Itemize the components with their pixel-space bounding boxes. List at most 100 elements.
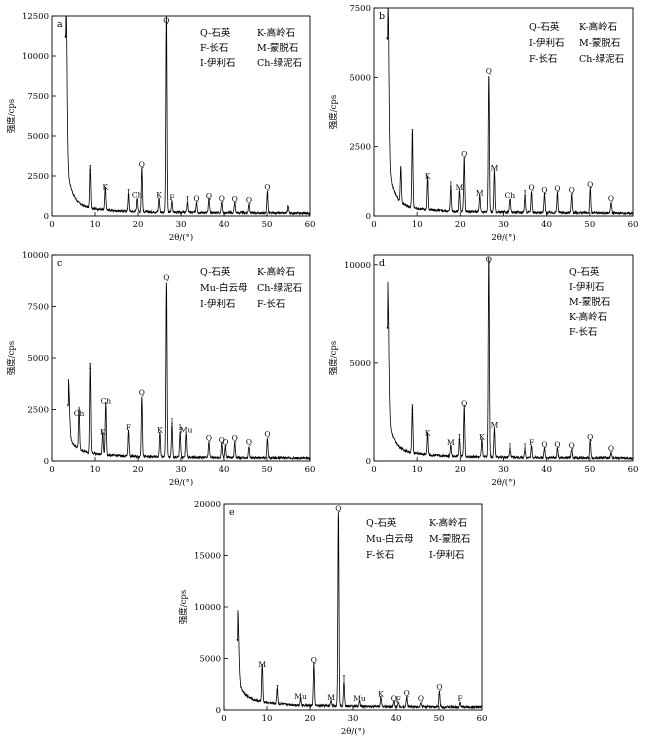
peak-label: Q bbox=[222, 438, 228, 447]
peak-label: Mu bbox=[294, 692, 307, 701]
legend-entry: M-蒙脱石 bbox=[579, 37, 620, 49]
peak-label: M bbox=[491, 421, 499, 430]
y-axis-label: 强度/cps bbox=[6, 341, 17, 375]
legend-entry: Ch-绿泥石 bbox=[257, 282, 302, 294]
x-axis-label: 2θ/(°) bbox=[341, 726, 365, 737]
y-tick-label: 0 bbox=[366, 212, 371, 222]
y-tick-label: 5000 bbox=[349, 359, 371, 369]
peak-label: Q bbox=[246, 195, 252, 204]
legend-entry: K-高岭石 bbox=[257, 266, 295, 278]
peak-label: M bbox=[447, 438, 455, 447]
panel-a: 0 10 20 30 40 50 60 0 2500 5000 7500 10000 12500 2θ/(… bbox=[6, 12, 315, 243]
legend-entry: F-长石 bbox=[569, 326, 597, 338]
legend-entry: I-伊利石 bbox=[429, 549, 464, 561]
peak-label: I bbox=[411, 403, 414, 412]
peak-label: Q bbox=[461, 150, 467, 159]
peak-label: I bbox=[127, 187, 130, 196]
x-tick-label: 0 bbox=[371, 465, 376, 475]
peak-label: K bbox=[425, 428, 431, 437]
peak-label: I bbox=[411, 127, 414, 136]
peak-label: F bbox=[126, 423, 131, 432]
peak-label: Q bbox=[391, 694, 397, 703]
x-axis-label: 2θ/(°) bbox=[491, 232, 515, 243]
x-tick-label: 40 bbox=[391, 714, 402, 724]
x-tick-label: 20 bbox=[455, 220, 466, 230]
peak-label: Q bbox=[139, 160, 145, 169]
panel-letter: c bbox=[57, 258, 62, 269]
legend-entry: I-伊利石 bbox=[529, 37, 564, 49]
peak-label: M bbox=[491, 163, 499, 172]
x-tick-label: 60 bbox=[305, 465, 316, 475]
xrd-pattern-line bbox=[386, 7, 634, 216]
peak-label: I bbox=[524, 188, 527, 197]
panel-letter: e bbox=[229, 507, 235, 518]
x-tick-label: 10 bbox=[262, 714, 273, 724]
peak-label: I bbox=[179, 423, 182, 432]
x-tick-label: 50 bbox=[584, 220, 595, 230]
peak-label: I bbox=[276, 684, 279, 693]
y-tick-label: 2500 bbox=[27, 406, 49, 416]
peak-label: Q bbox=[608, 194, 614, 203]
peak-label: Q bbox=[569, 441, 575, 450]
panel-e: 0 10 20 30 40 50 60 0 5000 10000 15000 20000 2θ/(°) 强… bbox=[178, 500, 487, 737]
legend-entry: Q-石英 bbox=[200, 266, 231, 278]
peak-label: M bbox=[327, 693, 335, 702]
peak-label: Q bbox=[486, 255, 492, 264]
y-axis-label: 强度/cps bbox=[328, 95, 339, 129]
peak-label: Mu bbox=[180, 425, 193, 434]
x-tick-label: 0 bbox=[49, 220, 54, 230]
y-tick-label: 5000 bbox=[27, 354, 49, 364]
x-tick-label: 10 bbox=[90, 465, 101, 475]
peak-label: K bbox=[378, 690, 384, 699]
panel-letter: b bbox=[379, 11, 385, 22]
panel-d: 0 10 20 30 40 50 60 0 5000 10000 2θ/(°) 强度/cps d Q-石英… bbox=[328, 254, 638, 488]
peak-label: Q bbox=[264, 183, 270, 192]
peak-label: Q bbox=[311, 656, 317, 665]
xrd-pattern-line bbox=[386, 256, 634, 461]
peak-label: I bbox=[186, 195, 189, 204]
peak-label: Q bbox=[206, 191, 212, 200]
peak-label: F bbox=[529, 438, 534, 447]
peak-label: F bbox=[457, 694, 462, 703]
legend-entry: M-蒙脱石 bbox=[257, 42, 298, 54]
y-tick-label: 10000 bbox=[22, 52, 49, 62]
peak-label: F bbox=[396, 695, 401, 704]
x-tick-label: 50 bbox=[584, 465, 595, 475]
y-tick-label: 7500 bbox=[27, 303, 49, 313]
peak-label: Q bbox=[163, 16, 169, 25]
peak-label: Q bbox=[554, 440, 560, 449]
peak-label: Q bbox=[461, 399, 467, 408]
y-tick-label: 5000 bbox=[349, 73, 371, 83]
peak-label: Q bbox=[486, 66, 492, 75]
legend-entry: F-长石 bbox=[529, 53, 557, 65]
y-tick-label: 2500 bbox=[349, 143, 371, 153]
peak-label: M bbox=[456, 183, 464, 192]
peak-label: I bbox=[458, 432, 461, 441]
peak-label: Q bbox=[335, 504, 341, 513]
y-axis-label: 强度/cps bbox=[328, 341, 339, 375]
peak-label: K bbox=[425, 172, 431, 181]
x-tick-label: 30 bbox=[176, 465, 187, 475]
peak-label: K bbox=[100, 427, 106, 436]
x-tick-label: 0 bbox=[49, 465, 54, 475]
y-tick-label: 10000 bbox=[22, 251, 49, 261]
peak-label: Ch bbox=[74, 409, 85, 418]
peak-label: Q bbox=[418, 694, 424, 703]
peak-label: I bbox=[170, 417, 173, 426]
peak-label: F bbox=[169, 193, 174, 202]
peak-label: K bbox=[479, 432, 485, 441]
peak-label: Q bbox=[163, 273, 169, 282]
legend-entry: M-蒙脱石 bbox=[429, 533, 470, 545]
panel-letter: d bbox=[379, 258, 385, 269]
y-tick-label: 0 bbox=[216, 706, 221, 716]
panel-c: 0 10 20 30 40 50 60 0 2500 5000 7500 10000 2θ/(°) 强度/… bbox=[6, 251, 315, 488]
legend-entry: K-高岭石 bbox=[569, 311, 607, 323]
panel-b: 0 10 20 30 40 50 60 0 2500 5000 7500 2θ/(°) 强度/cps b Q… bbox=[328, 4, 638, 243]
x-tick-label: 30 bbox=[498, 465, 509, 475]
legend-entry: Ch-绿泥石 bbox=[579, 53, 624, 65]
x-tick-label: 60 bbox=[628, 220, 639, 230]
y-tick-label: 5000 bbox=[27, 132, 49, 142]
x-tick-label: 30 bbox=[498, 220, 509, 230]
x-tick-label: 40 bbox=[219, 465, 230, 475]
